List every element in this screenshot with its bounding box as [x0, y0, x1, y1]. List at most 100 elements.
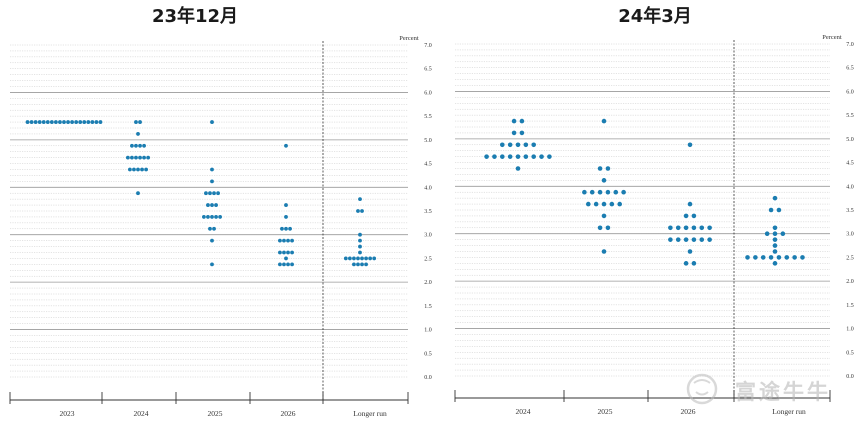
dot-longer-run — [356, 262, 360, 267]
dot-longer-run — [772, 243, 778, 248]
x-tick-label: Longer run — [772, 407, 806, 416]
dot-2024 — [136, 132, 140, 136]
watermark: 富途牛牛 — [686, 373, 828, 405]
dot-2026 — [683, 225, 689, 231]
dot-2026 — [284, 143, 288, 148]
dot-longer-run — [364, 256, 368, 261]
dot-2025 — [605, 189, 611, 195]
dot-2024 — [136, 167, 140, 172]
dot-longer-run — [772, 231, 778, 237]
dot-2025 — [597, 189, 603, 195]
dot-longer-run — [772, 261, 778, 266]
x-tick-labels: 2024 2025 2026 Longer run — [516, 407, 807, 416]
dot-2025 — [206, 203, 210, 207]
y-tick-label: 6.0 — [846, 89, 854, 95]
x-tick-label: 2026 — [681, 407, 696, 416]
dot-2025 — [601, 213, 607, 219]
y-tick-label: 4.0 — [424, 185, 432, 191]
dot-2024 — [531, 154, 536, 159]
dot-longer-run — [358, 250, 362, 255]
y-tick-label: 2.5 — [846, 255, 854, 261]
dot-2025 — [605, 166, 611, 171]
dot-2026 — [282, 262, 286, 267]
dot-longer-run — [780, 231, 786, 237]
dot-2024 — [531, 142, 536, 148]
dot-2024 — [146, 155, 151, 160]
dot-2026 — [668, 225, 673, 231]
dot-2023 — [66, 120, 70, 124]
y-tick-label: 4.0 — [846, 184, 854, 190]
dot-2026 — [683, 237, 689, 242]
dot-2024 — [519, 130, 525, 136]
dot-2023 — [74, 120, 79, 124]
y-tick-label: 2.0 — [424, 280, 432, 286]
dot-longer-run — [358, 197, 362, 202]
y-tick-label: 1.0 — [424, 328, 432, 334]
dot-2026 — [278, 250, 282, 255]
dot-markers — [484, 118, 805, 266]
y-tick-label: 0.0 — [846, 374, 854, 380]
y-axis-unit-label: Percent — [822, 34, 842, 41]
dot-plot-panel-left: 23年12月 Percent 0.0 0.5 1.0 1.5 2.0 2.5 3.0 3.5 4… — [9, 5, 432, 418]
dot-2025 — [210, 203, 214, 207]
dot-longer-run — [768, 255, 774, 260]
dot-longer-run — [792, 255, 797, 260]
dot-2025 — [582, 189, 587, 195]
dot-2023 — [70, 120, 74, 124]
x-tick-labels: 2023 2024 2025 2026 Longer run — [60, 409, 388, 418]
y-tick-label: 1.0 — [846, 327, 854, 333]
dot-longer-run — [772, 195, 778, 201]
dot-2025 — [601, 201, 607, 207]
dot-2025 — [601, 178, 607, 183]
dot-2026 — [288, 226, 292, 231]
dot-2024 — [511, 118, 517, 124]
y-tick-label: 3.5 — [846, 208, 854, 214]
y-tick-label: 1.5 — [424, 304, 432, 310]
dot-2024 — [127, 167, 132, 172]
dot-2025 — [214, 203, 218, 207]
dot-2024 — [500, 154, 505, 159]
dot-longer-run — [356, 209, 360, 213]
dot-2025 — [593, 201, 599, 207]
dot-2024 — [523, 142, 529, 148]
dot-2024 — [136, 191, 140, 196]
dot-2024 — [515, 154, 521, 159]
dot-2026 — [675, 225, 681, 231]
dot-2023 — [54, 120, 58, 124]
dot-longer-run — [772, 237, 778, 242]
dot-2026 — [282, 238, 286, 243]
dot-2023 — [29, 120, 34, 124]
dot-2025 — [206, 215, 210, 219]
dot-2024 — [142, 155, 146, 160]
y-tick-label: 3.0 — [846, 232, 854, 238]
dot-2024 — [138, 155, 142, 160]
dot-2026 — [691, 261, 697, 266]
dot-longer-run — [764, 231, 770, 237]
dot-longer-run — [776, 207, 782, 213]
y-tick-label: 5.0 — [424, 138, 432, 144]
dot-2023 — [90, 120, 95, 124]
dot-longer-run — [368, 256, 373, 261]
dot-2026 — [683, 261, 689, 266]
dot-2026 — [278, 238, 282, 243]
x-tick-label: Longer run — [353, 409, 387, 418]
y-tick-label: 5.5 — [424, 114, 432, 120]
dot-2026 — [687, 142, 693, 148]
dot-longer-run — [360, 209, 364, 213]
dot-2024 — [519, 118, 525, 124]
dot-longer-run — [768, 207, 774, 213]
dot-2024 — [492, 154, 497, 159]
dot-2024 — [523, 154, 529, 159]
dot-2025 — [613, 189, 619, 195]
dot-2026 — [284, 256, 288, 261]
dot-longer-run — [760, 255, 766, 260]
dot-2023 — [58, 120, 62, 124]
dot-2025 — [210, 215, 214, 219]
dot-2023 — [82, 120, 87, 124]
dot-2024 — [140, 167, 144, 172]
x-tick-label: 2023 — [60, 409, 75, 418]
dot-longer-run — [352, 256, 356, 261]
dot-2025 — [597, 225, 603, 231]
dot-2025 — [214, 215, 218, 219]
y-tick-label: 0.5 — [424, 351, 432, 357]
